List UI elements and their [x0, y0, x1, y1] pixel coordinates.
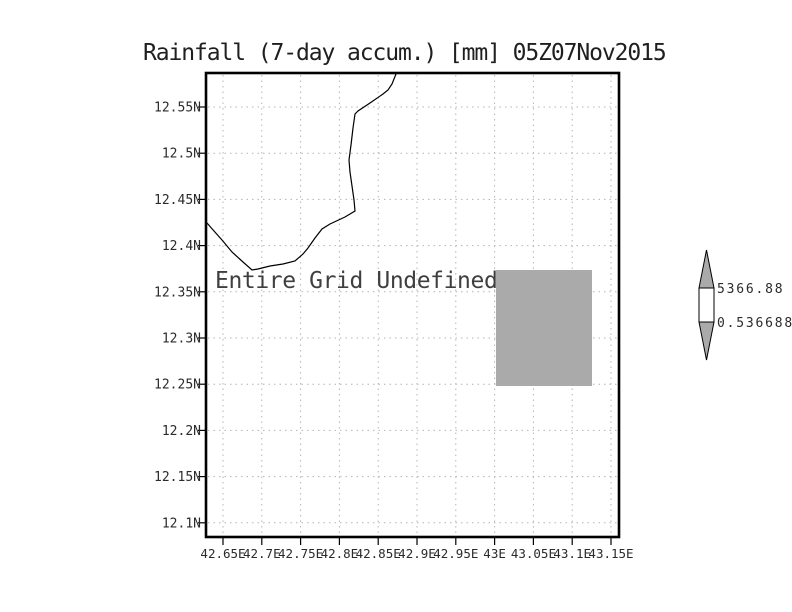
y-tick-label: 12.25N: [154, 378, 201, 393]
page-title: Rainfall (7-day accum.) [mm] 05Z07Nov201…: [143, 40, 667, 66]
x-tick-label: 43.15E: [588, 546, 633, 561]
x-tick-label: 42.9E: [398, 546, 436, 561]
y-tick-label: 12.1N: [162, 516, 201, 531]
x-tick-label: 42.95E: [433, 546, 478, 561]
colorbar-max-label: 5366.88: [717, 282, 784, 297]
y-tick-label: 12.45N: [154, 193, 201, 208]
x-tick-label: 42.8E: [321, 546, 359, 561]
y-tick-label: 12.2N: [162, 424, 201, 439]
colorbar-min-label: 0.536688: [717, 316, 792, 331]
y-tick-label: 12.4N: [162, 239, 201, 254]
y-tick-label: 12.5N: [162, 147, 201, 162]
plot-border: [204, 71, 621, 539]
y-axis-labels: 12.55N 12.5N 12.45N 12.4N 12.35N 12.3N 12.25N 1…: [154, 101, 201, 532]
axis-ticks: [198, 106, 612, 545]
y-tick-label: 12.35N: [154, 285, 201, 300]
x-tick-label: 43.05E: [511, 546, 556, 561]
colorbar-box: [698, 287, 715, 323]
y-tick-label: 12.55N: [154, 101, 201, 116]
grid-undefined-message: Entire Grid Undefined: [215, 268, 498, 294]
x-tick-label: 42.65E: [200, 546, 245, 561]
colorbar: 5366.88 0.536688: [698, 249, 792, 361]
y-tick-label: 12.15N: [154, 470, 201, 485]
x-tick-label: 42.75E: [278, 546, 323, 561]
x-tick-label: 43E: [483, 546, 506, 561]
y-tick-label: 12.3N: [162, 332, 201, 347]
x-tick-label: 42.85E: [356, 546, 401, 561]
coastline: [206, 73, 397, 271]
x-tick-label: 43.1E: [553, 546, 591, 561]
undefined-shade-region: [496, 270, 592, 386]
colorbar-upper-arrow: [698, 249, 715, 289]
colorbar-lower-arrow: [698, 321, 715, 361]
x-tick-label: 42.7E: [243, 546, 281, 561]
